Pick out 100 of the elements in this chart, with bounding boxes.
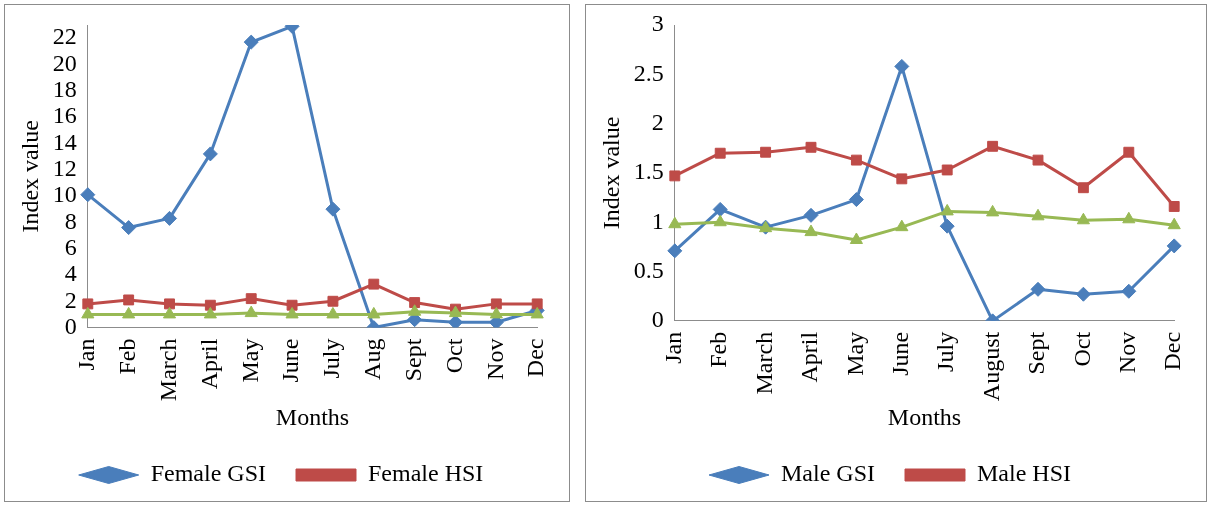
point [1076,212,1090,225]
point [896,173,908,185]
point [1168,201,1180,212]
y-tick-label: 20 [52,49,77,76]
point [668,216,682,229]
point [530,306,544,319]
x-tick-label: Sept [1023,331,1050,375]
y-tick-label: 0.5 [633,256,664,283]
point [1166,238,1182,254]
point [367,306,381,319]
point [760,146,772,158]
point [804,224,818,237]
point [489,306,503,319]
point [848,192,864,208]
point [1077,182,1089,194]
x-tick-label: April [796,331,823,383]
legend-label: Male GSI [781,460,876,487]
point [82,298,94,310]
x-tick-label: May [236,338,263,383]
point [1167,217,1181,230]
x-tick-label: Dec [522,338,549,378]
point [285,306,299,319]
point [326,306,340,319]
y-tick-label: 16 [52,102,77,129]
x-tick-label: Nov [1114,331,1141,374]
x-tick-label: May [841,331,868,376]
point [713,214,727,227]
point [245,293,257,305]
y-tick-label: 2.5 [633,59,664,86]
y-tick-label: 12 [52,155,77,181]
x-tick-label: Sept [399,338,426,382]
legend-label: Female GSI [150,460,267,487]
point [490,298,502,310]
x-tick-label: Aug [359,338,386,380]
x-tick-label: March [154,338,181,402]
point [849,232,863,244]
x-tick-label: August [977,331,1004,402]
point [939,218,955,234]
legend-label: Male HSI [977,460,1071,487]
y-tick-label: 1 [651,207,664,234]
y-tick-label: 18 [52,76,77,103]
x-tick-label: Oct [440,338,467,374]
y-tick-label: 0 [64,312,77,339]
point [986,204,1000,217]
x-tick-label: July [932,331,959,372]
point [1075,286,1091,302]
point [204,299,216,311]
point [408,304,422,316]
point [164,298,175,310]
x-tick-label: April [195,338,222,390]
point [122,306,136,319]
point [121,220,137,236]
point [803,207,819,223]
y-tick-label: 3 [651,10,664,37]
point [202,146,218,162]
y-axis-title: Index value [597,116,624,230]
y-axis-title: Index value [16,119,43,233]
y-tick-label: 0 [651,306,664,333]
point [712,201,728,217]
x-axis-title: Months [887,403,962,430]
x-tick-label: Feb [705,331,732,368]
y-tick-label: 8 [64,207,77,234]
point [203,306,217,319]
point [940,203,954,216]
point [81,306,95,319]
point [327,295,339,307]
point [987,140,999,152]
x-axis-title: Months [275,403,350,430]
point [368,278,380,290]
x-tick-label: Jan [660,331,687,364]
y-tick-label: 14 [52,128,77,155]
point [850,154,862,166]
point [714,147,726,159]
point [1121,283,1137,299]
y-tick-label: 4 [64,260,77,287]
point [531,298,543,310]
x-tick-label: Dec [1159,331,1186,371]
point [941,164,953,176]
x-tick-label: Jan [73,338,100,371]
x-tick-label: Oct [1068,331,1095,367]
y-tick-label: 1.5 [633,158,664,185]
point [162,306,177,319]
point [1030,281,1046,297]
point [667,243,683,259]
y-tick-label: 2 [64,286,77,313]
point [286,299,298,311]
point [1031,208,1045,221]
point [669,170,681,182]
point [1123,146,1135,158]
point [80,187,96,203]
point [447,314,463,328]
point [895,219,909,232]
x-tick-label: June [277,338,304,383]
point [325,201,341,217]
x-tick-label: Feb [113,338,140,375]
x-tick-label: March [750,331,777,395]
point [1122,211,1136,224]
y-tick-label: 10 [52,181,77,208]
x-tick-label: July [318,338,345,379]
point [244,305,258,318]
